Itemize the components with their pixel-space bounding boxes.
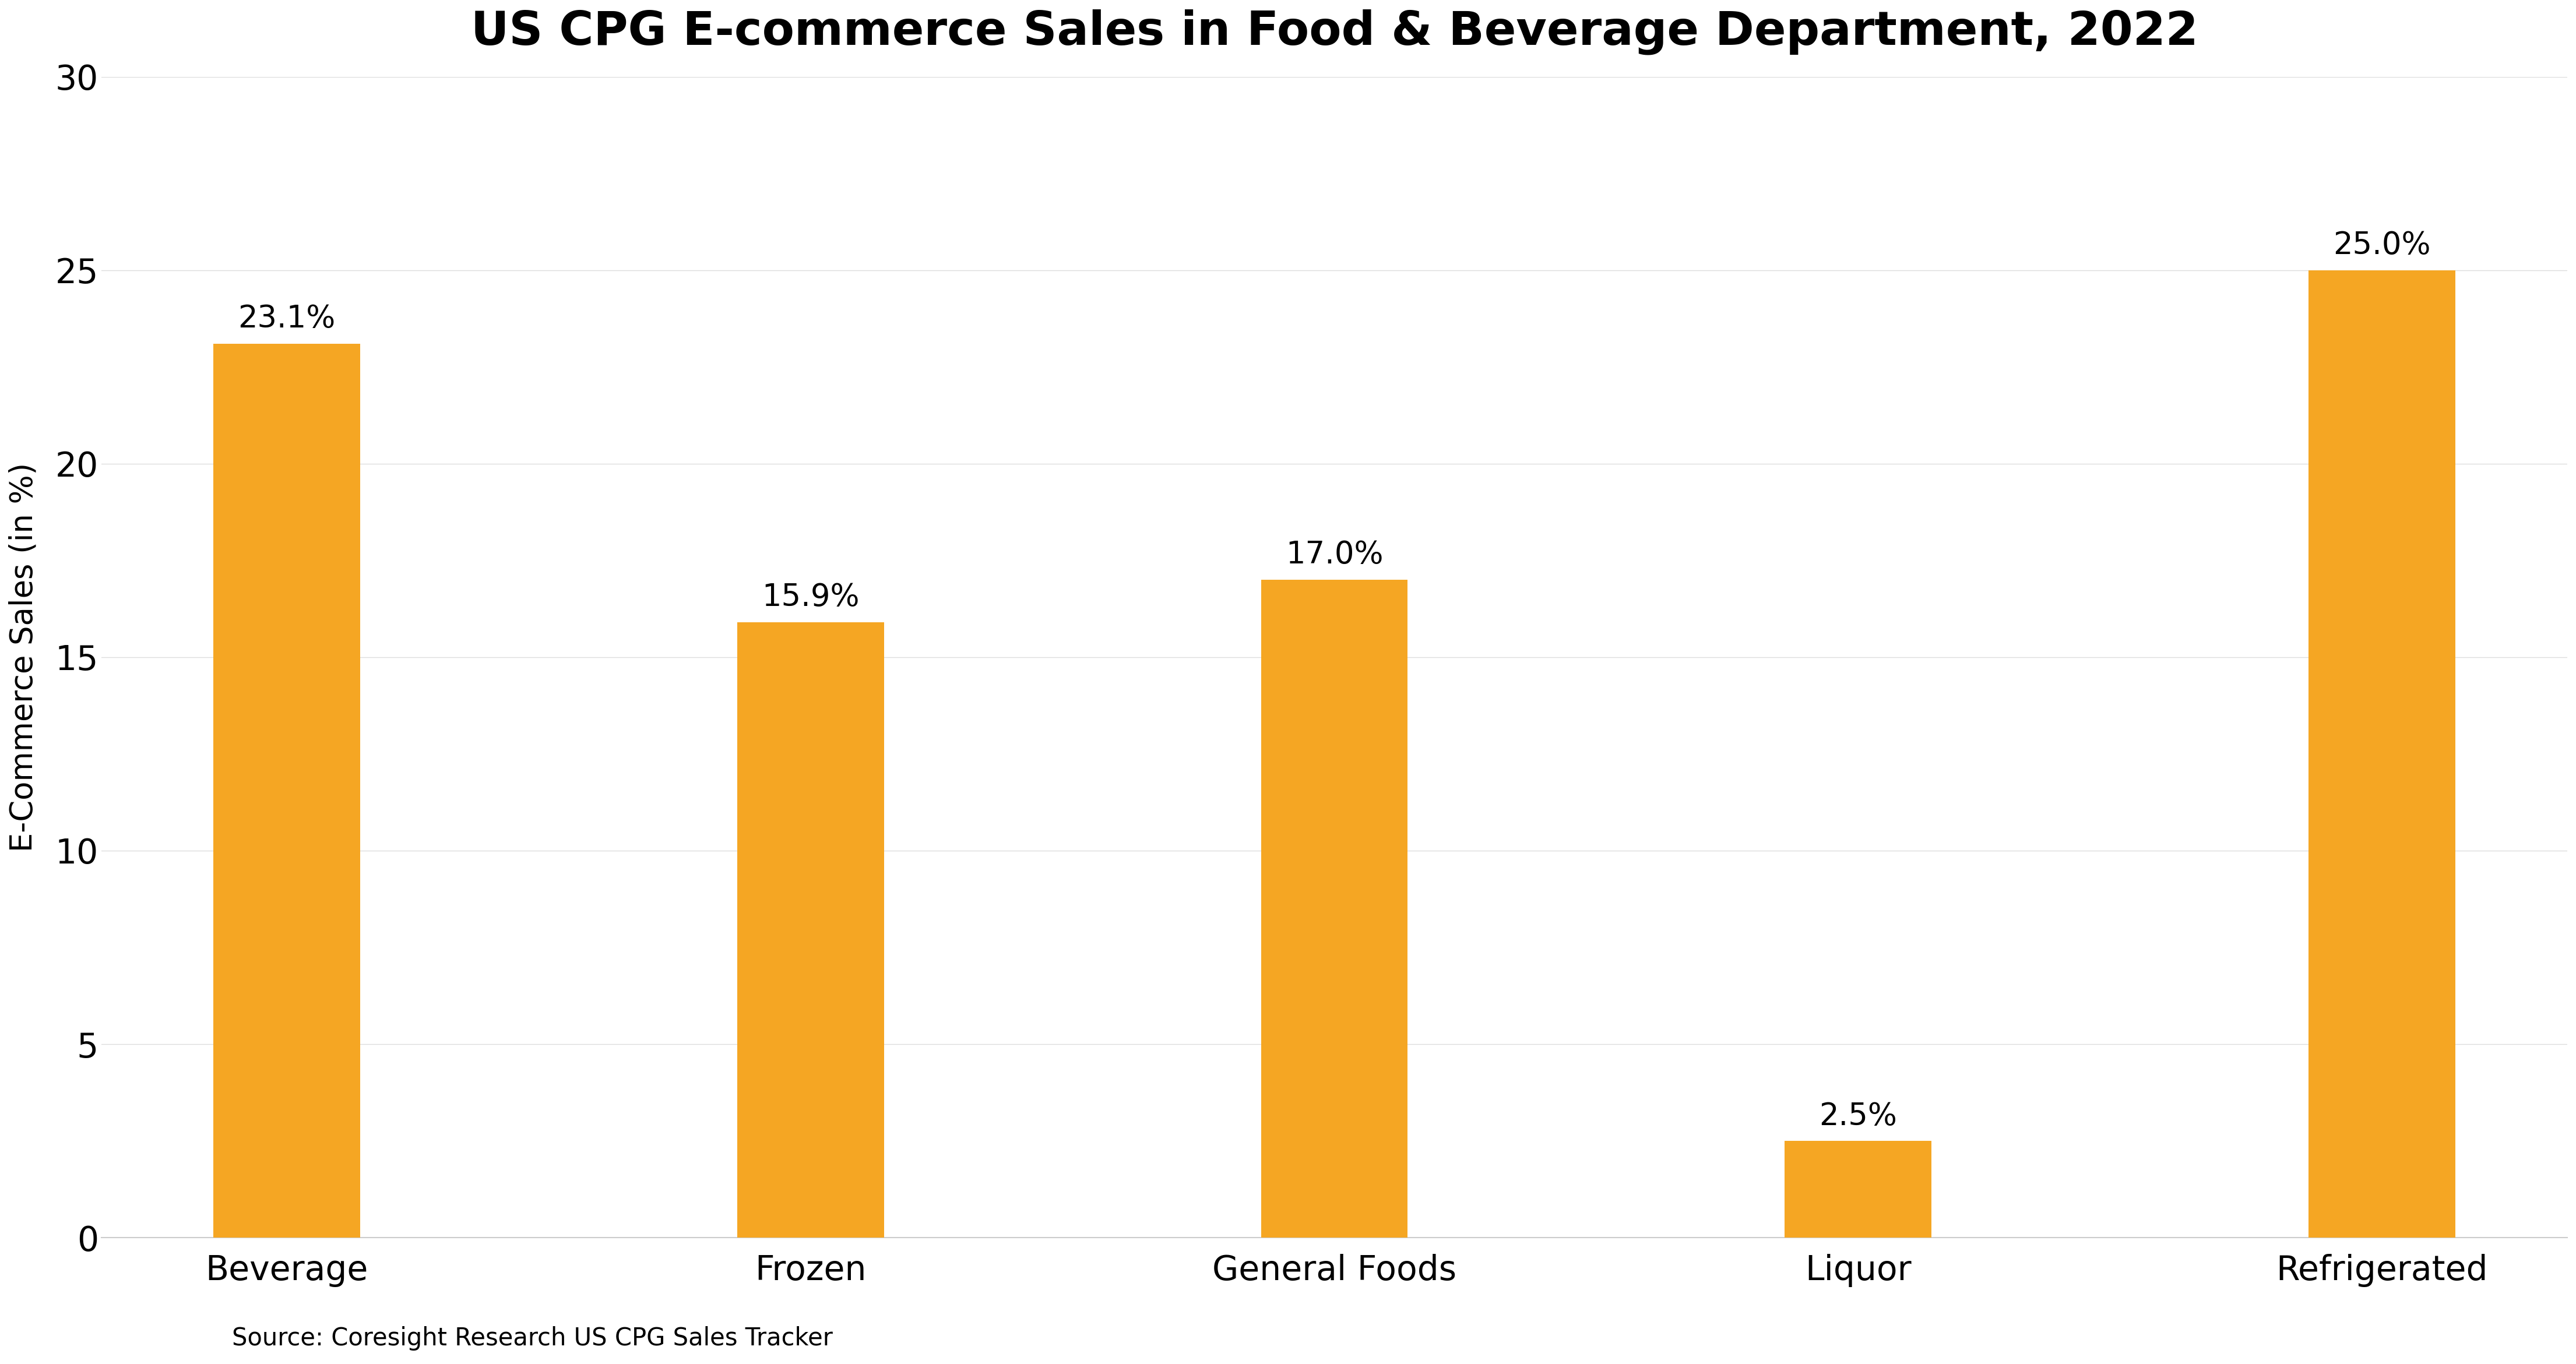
Text: 2.5%: 2.5%: [1819, 1101, 1896, 1131]
Text: Source: Coresight Research US CPG Sales Tracker: Source: Coresight Research US CPG Sales …: [232, 1326, 832, 1350]
Text: 15.9%: 15.9%: [762, 582, 860, 612]
Bar: [2308, 270, 2455, 1237]
Bar: [1262, 580, 1406, 1237]
Text: 25.0%: 25.0%: [2334, 231, 2432, 261]
Bar: [737, 622, 884, 1237]
Text: 17.0%: 17.0%: [1285, 540, 1383, 570]
Text: 23.1%: 23.1%: [237, 304, 335, 334]
Bar: [1785, 1140, 1932, 1237]
Title: US CPG E-commerce Sales in Food & Beverage Department, 2022: US CPG E-commerce Sales in Food & Bevera…: [471, 8, 2197, 55]
Y-axis label: E-Commerce Sales (in %): E-Commerce Sales (in %): [8, 462, 39, 851]
Bar: [214, 344, 361, 1237]
